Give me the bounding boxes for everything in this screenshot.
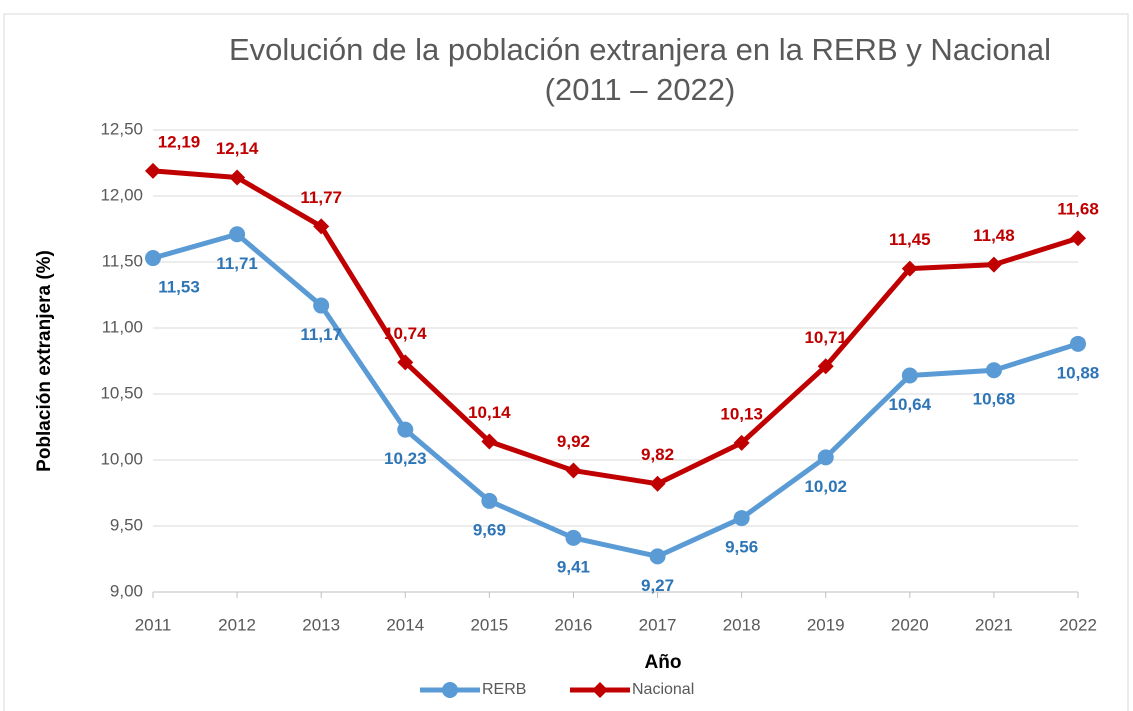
marker	[901, 367, 918, 384]
y-tick-label: 10,50	[100, 383, 143, 402]
marker	[592, 682, 608, 698]
marker	[649, 475, 666, 492]
x-tick-label: 2015	[470, 615, 508, 634]
marker	[145, 162, 161, 179]
x-tick-label: 2011	[135, 615, 172, 634]
marker	[733, 510, 750, 527]
y-axis-label: Población extranjera (%)	[34, 250, 55, 472]
x-tick-label: 2021	[975, 615, 1013, 634]
data-label: 10,71	[804, 328, 847, 347]
chart-border	[3, 13, 1129, 711]
marker	[985, 256, 1002, 273]
legend-label: Nacional	[632, 681, 694, 698]
y-tick-label: 10,00	[100, 449, 143, 468]
data-label: 9,56	[725, 538, 758, 557]
series-line	[152, 231, 1079, 559]
data-label: 10,02	[804, 477, 847, 496]
x-tick-label: 2019	[807, 615, 845, 634]
data-label: 11,53	[158, 278, 200, 297]
data-label: 11,45	[889, 230, 931, 249]
data-label: 11,71	[216, 254, 258, 273]
data-label: 10,23	[384, 449, 427, 468]
y-tick-label: 12,50	[100, 119, 143, 138]
y-tick-label: 11,50	[102, 251, 143, 270]
data-label: 10,74	[384, 324, 427, 343]
marker	[481, 433, 498, 450]
data-label: 11,77	[300, 188, 342, 207]
data-label: 11,68	[1057, 200, 1099, 219]
data-label: 10,14	[468, 403, 511, 422]
data-label: 11,48	[973, 226, 1015, 245]
chart-title: Evolución de la población extranjera en …	[229, 32, 1051, 107]
marker	[817, 358, 834, 375]
data-label: 12,19	[158, 132, 201, 151]
x-tick-label: 2018	[723, 615, 761, 634]
x-tick-label: 2017	[639, 615, 677, 634]
marker	[442, 682, 458, 698]
data-label: 10,68	[973, 390, 1016, 409]
marker	[565, 529, 582, 546]
data-label: 12,14	[216, 139, 259, 158]
data-label: 10,64	[889, 395, 932, 414]
marker	[313, 218, 330, 235]
x-tick-label: 2020	[891, 615, 929, 634]
data-label: 9,92	[557, 432, 590, 451]
marker	[1070, 335, 1086, 352]
y-tick-label: 9,00	[110, 581, 143, 600]
data-label: 9,41	[557, 557, 590, 576]
series-line	[152, 168, 1079, 487]
legend-label: RERB	[482, 681, 526, 698]
marker	[733, 434, 750, 451]
y-tick-label: 9,50	[110, 515, 143, 534]
marker	[145, 250, 161, 267]
marker	[313, 297, 330, 314]
x-tick-label: 2012	[218, 615, 256, 634]
x-axis-label: Año	[645, 652, 682, 673]
data-label: 9,82	[641, 445, 674, 464]
data-label: 11,17	[300, 325, 342, 344]
marker	[229, 226, 246, 243]
marker	[649, 548, 666, 565]
marker	[817, 449, 834, 466]
marker	[229, 169, 246, 186]
marker	[481, 492, 498, 509]
y-tick-label: 12,00	[100, 185, 143, 204]
marker	[397, 354, 414, 371]
marker	[565, 462, 582, 479]
data-label: 10,13	[720, 404, 763, 423]
marker	[985, 362, 1002, 379]
marker	[1070, 230, 1086, 247]
data-label: 9,27	[641, 576, 674, 595]
data-label: 10,88	[1057, 363, 1100, 382]
x-tick-label: 2022	[1059, 615, 1097, 634]
y-tick-label: 11,00	[102, 317, 143, 336]
marker	[397, 421, 414, 438]
x-tick-label: 2016	[555, 615, 593, 634]
data-label: 9,69	[473, 520, 506, 539]
marker	[901, 260, 918, 277]
x-tick-label: 2014	[386, 615, 424, 634]
x-tick-label: 2013	[302, 615, 340, 634]
